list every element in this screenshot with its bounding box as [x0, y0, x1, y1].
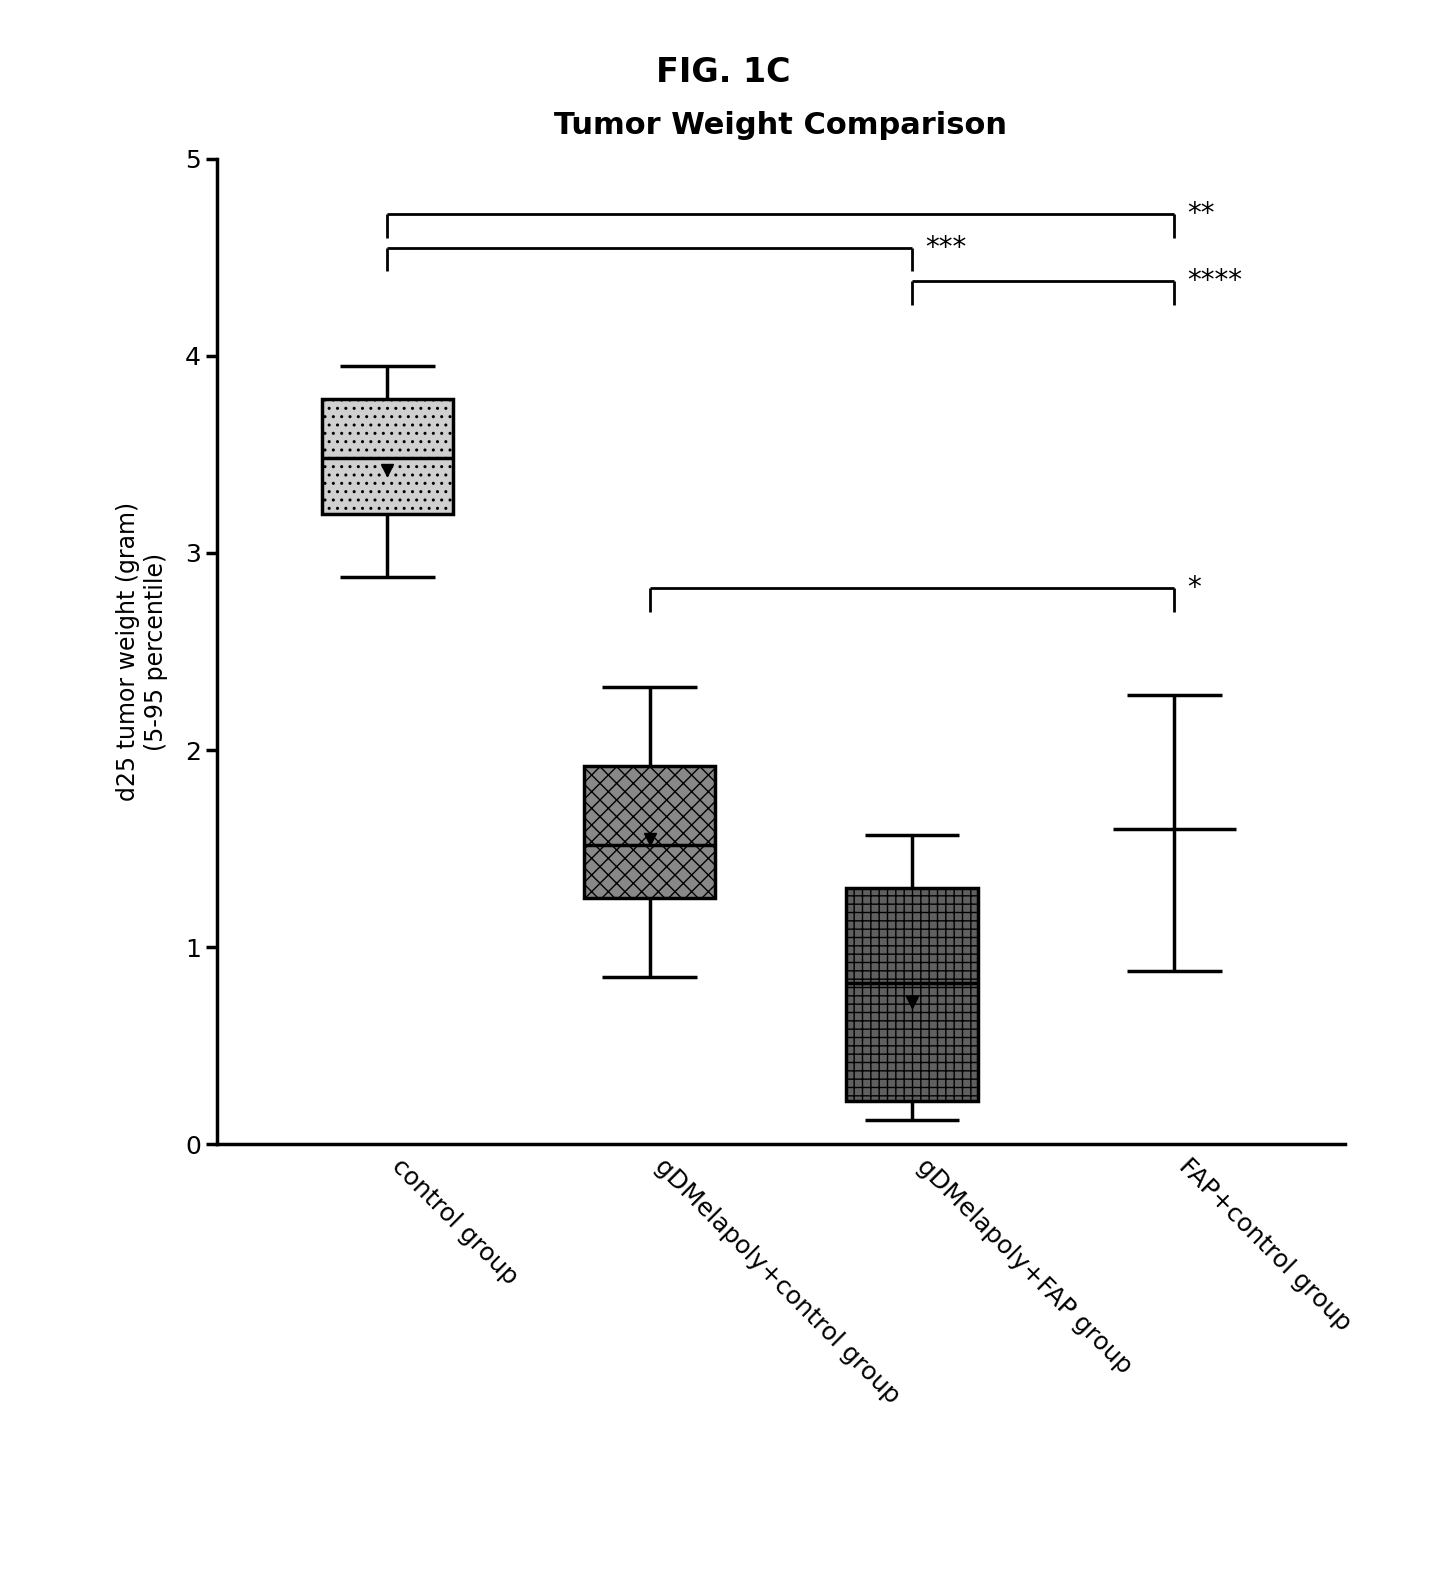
Text: *: *	[1187, 575, 1202, 602]
Text: FIG. 1C: FIG. 1C	[655, 56, 791, 89]
Y-axis label: d25 tumor weight (gram)
(5-95 percentile): d25 tumor weight (gram) (5-95 percentile…	[117, 502, 168, 801]
Title: Tumor Weight Comparison: Tumor Weight Comparison	[554, 111, 1008, 140]
Bar	[322, 399, 453, 513]
Text: ***: ***	[925, 234, 966, 262]
Text: ****: ****	[1187, 267, 1242, 296]
Bar	[846, 888, 977, 1101]
Bar	[584, 766, 716, 898]
Text: **: **	[1187, 200, 1215, 229]
